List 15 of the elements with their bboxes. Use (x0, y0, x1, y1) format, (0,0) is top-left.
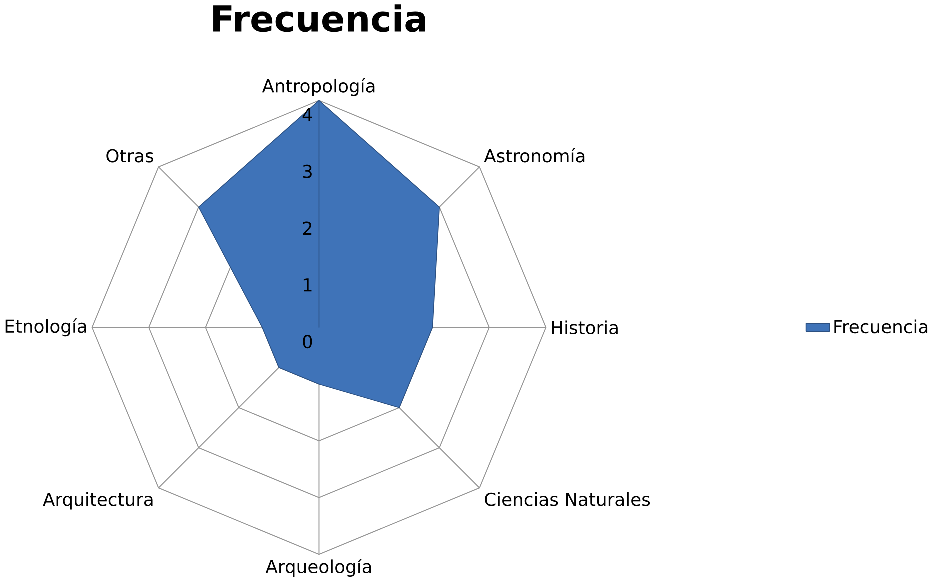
legend-label: Frecuencia (834, 320, 928, 334)
y-tick-label: 3 (303, 164, 312, 178)
spoke-label: Arquitectura (43, 492, 153, 510)
spoke-label: Otras (106, 149, 154, 163)
y-tick-label: 2 (303, 222, 312, 235)
y-tick-label: 4 (302, 108, 312, 122)
y-tick-label: 1 (304, 278, 312, 292)
spoke-label: Astronomía (484, 148, 585, 163)
spoke-label: Ciencias Naturales (485, 492, 650, 506)
y-tick-label: 0 (303, 334, 312, 349)
spoke-label: Historia (552, 320, 618, 334)
spoke-label: Arqueología (266, 558, 372, 577)
chart-title: Frecuencia (214, 4, 426, 32)
spoke-label: Antropología (262, 78, 375, 96)
spoke-label: Etnología (6, 318, 86, 337)
